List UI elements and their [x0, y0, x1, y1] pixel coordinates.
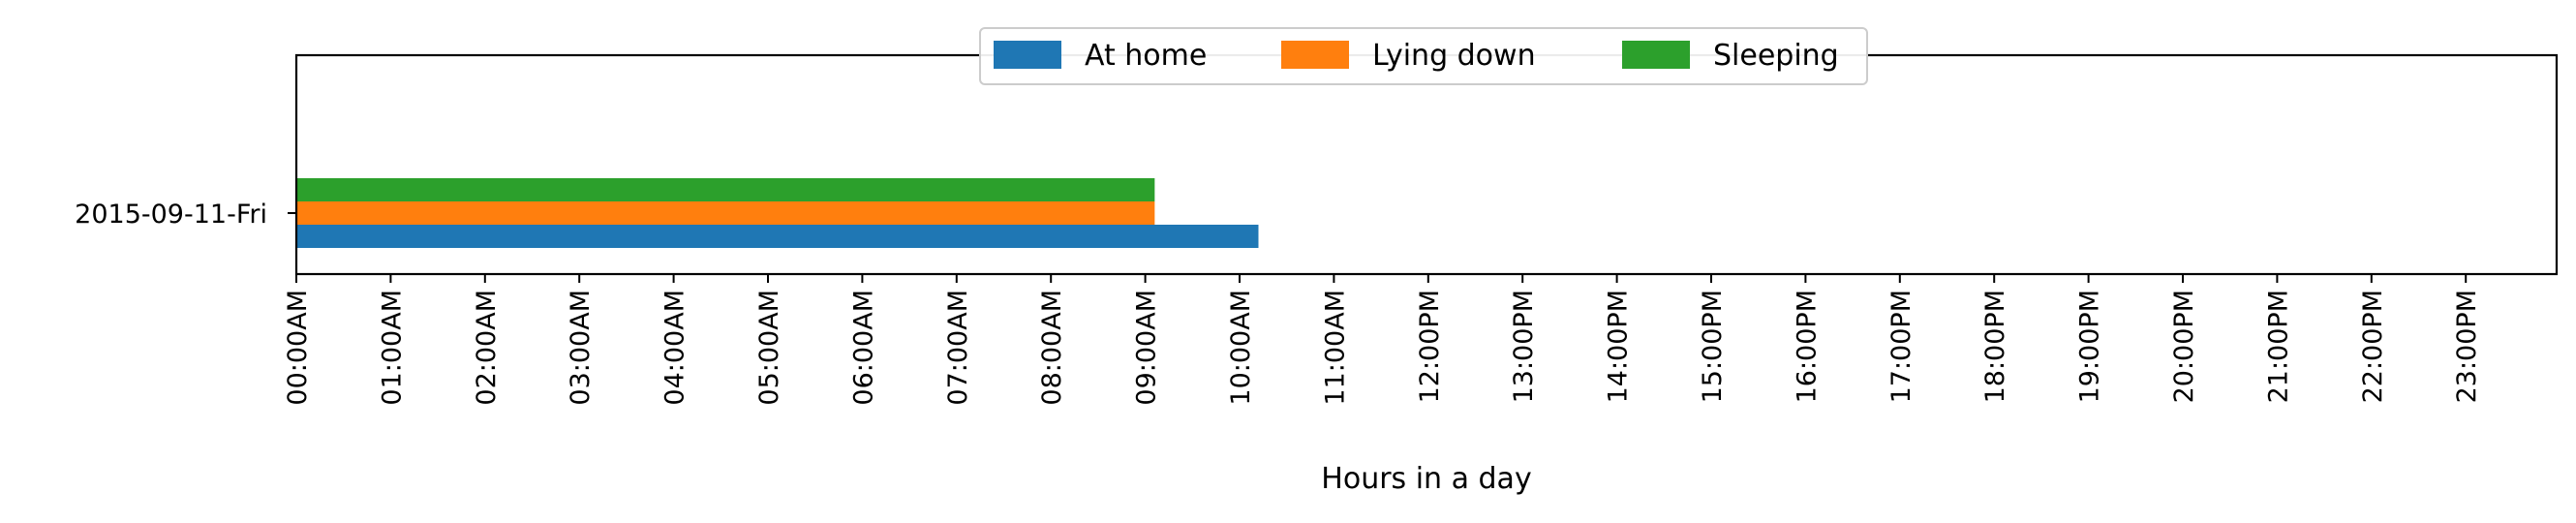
x-axis-label: Hours in a day	[1321, 462, 1531, 496]
bar-sleeping	[296, 178, 1155, 201]
x-tick-label: 18:00PM	[1980, 290, 2010, 403]
legend-label: At home	[1085, 39, 1207, 73]
y-axis: 2015-09-11-Fri	[75, 200, 296, 230]
legend-swatch-lying-down	[1281, 41, 1349, 69]
x-tick-label: 20:00PM	[2169, 290, 2199, 403]
x-tick-label: 04:00AM	[660, 290, 690, 406]
legend-swatch-sleeping	[1622, 41, 1690, 69]
x-tick-label: 15:00PM	[1698, 290, 1728, 403]
x-tick-label: 12:00PM	[1415, 290, 1445, 403]
legend: At home Lying down Sleeping	[979, 27, 1868, 85]
x-tick-label: 17:00PM	[1886, 290, 1917, 403]
bar-at-home	[296, 225, 1259, 248]
x-tick-label: 21:00PM	[2263, 290, 2293, 403]
x-tick-label: 09:00AM	[1132, 290, 1162, 406]
x-tick-label: 23:00PM	[2452, 290, 2482, 403]
legend-swatch-at-home	[994, 41, 1061, 69]
x-tick-label: 10:00AM	[1226, 290, 1256, 406]
x-tick-label: 11:00AM	[1320, 290, 1350, 406]
x-tick-label: 01:00AM	[377, 290, 407, 406]
x-tick-label: 22:00PM	[2358, 290, 2388, 403]
x-tick-label: 19:00PM	[2075, 290, 2105, 403]
y-tick-label: 2015-09-11-Fri	[75, 200, 267, 230]
x-tick-label: 08:00AM	[1037, 290, 1067, 406]
x-tick-label: 07:00AM	[943, 290, 973, 406]
x-tick-label: 06:00AM	[848, 290, 878, 406]
legend-label: Lying down	[1372, 39, 1536, 73]
x-tick-label: 14:00PM	[1604, 290, 1634, 403]
x-tick-label: 13:00PM	[1509, 290, 1539, 403]
bars-group	[296, 178, 1259, 248]
x-tick-label: 16:00PM	[1792, 290, 1822, 403]
bar-lying-down	[296, 201, 1155, 225]
legend-label: Sleeping	[1713, 39, 1839, 73]
x-tick-label: 05:00AM	[754, 290, 784, 406]
x-axis: 00:00AM 01:00AM 02:00AM 03:00AM 04:00AM 05:00…	[283, 274, 2482, 406]
x-tick-label: 00:00AM	[283, 290, 313, 406]
x-tick-label: 02:00AM	[472, 290, 502, 406]
x-tick-label: 03:00AM	[566, 290, 596, 406]
